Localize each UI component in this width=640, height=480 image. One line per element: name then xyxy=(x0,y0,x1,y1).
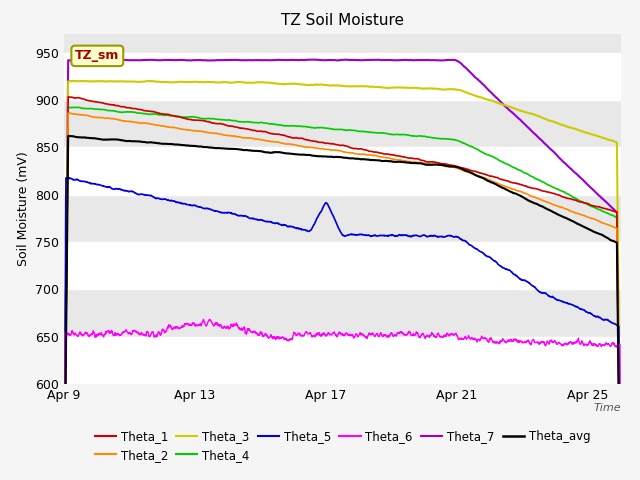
Line: Theta_5: Theta_5 xyxy=(64,178,621,480)
Theta_2 xyxy=(65,110,73,116)
Theta_avg xyxy=(65,133,73,139)
Title: TZ Soil Moisture: TZ Soil Moisture xyxy=(281,13,404,28)
Theta_6 xyxy=(499,336,506,341)
Theta_6 xyxy=(88,331,96,337)
Theta_2 xyxy=(316,146,324,152)
Theta_7 xyxy=(308,57,316,62)
Line: Theta_4: Theta_4 xyxy=(64,107,621,480)
Theta_3 xyxy=(70,78,78,84)
Theta_2 xyxy=(601,221,609,227)
Theta_7 xyxy=(499,101,506,107)
Theta_4 xyxy=(65,104,72,110)
Theta_4 xyxy=(89,106,97,112)
Theta_5 xyxy=(62,175,70,181)
Theta_avg xyxy=(331,154,339,160)
Theta_1 xyxy=(89,98,97,104)
Theta_3 xyxy=(601,135,609,141)
Theta_3 xyxy=(601,136,609,142)
Theta_7 xyxy=(601,198,609,204)
Line: Theta_3: Theta_3 xyxy=(64,81,621,480)
Theta_4 xyxy=(316,125,324,131)
Line: Theta_avg: Theta_avg xyxy=(64,136,621,480)
Theta_1 xyxy=(601,205,609,211)
Theta_5 xyxy=(316,209,324,215)
Theta_2 xyxy=(601,221,609,227)
Theta_5 xyxy=(601,317,609,323)
Theta_7 xyxy=(601,198,609,204)
Theta_5 xyxy=(89,180,97,186)
Theta_avg xyxy=(601,234,609,240)
Theta_6 xyxy=(331,331,339,337)
Legend: Theta_1, Theta_2, Theta_3, Theta_4, Theta_5, Theta_6, Theta_7, Theta_avg: Theta_1, Theta_2, Theta_3, Theta_4, Thet… xyxy=(90,425,595,466)
Theta_1 xyxy=(499,177,506,182)
Theta_5 xyxy=(601,317,609,323)
Theta_avg xyxy=(601,234,609,240)
Theta_6 xyxy=(601,342,609,348)
Theta_7 xyxy=(316,57,324,63)
Theta_6 xyxy=(205,316,213,322)
Bar xyxy=(64,242,621,289)
Bar xyxy=(64,147,621,194)
Theta_5 xyxy=(499,265,506,271)
Theta_avg xyxy=(89,135,97,141)
Theta_4 xyxy=(601,209,609,215)
Theta_4 xyxy=(499,159,506,165)
Theta_3 xyxy=(89,78,97,84)
Theta_6 xyxy=(316,332,324,337)
Line: Theta_7: Theta_7 xyxy=(64,60,621,480)
Theta_7 xyxy=(88,57,96,63)
Bar xyxy=(64,336,621,384)
Theta_7 xyxy=(331,57,339,63)
Theta_1 xyxy=(65,94,72,100)
Theta_1 xyxy=(331,141,339,147)
Theta_2 xyxy=(499,183,506,189)
Theta_3 xyxy=(331,83,339,88)
Theta_avg xyxy=(316,154,324,159)
Theta_3 xyxy=(499,102,506,108)
Theta_1 xyxy=(316,140,324,145)
Line: Theta_1: Theta_1 xyxy=(64,97,621,480)
Theta_1 xyxy=(601,206,609,212)
Theta_5 xyxy=(331,217,339,223)
Text: TZ_sm: TZ_sm xyxy=(75,49,120,62)
Line: Theta_6: Theta_6 xyxy=(64,319,621,480)
Theta_6 xyxy=(601,342,609,348)
Bar xyxy=(64,52,621,100)
Theta_2 xyxy=(89,114,97,120)
Theta_avg xyxy=(499,185,506,191)
Text: Time: Time xyxy=(593,403,621,413)
Y-axis label: Soil Moisture (mV): Soil Moisture (mV) xyxy=(17,151,29,266)
Theta_4 xyxy=(601,209,609,215)
Theta_4 xyxy=(331,127,339,132)
Line: Theta_2: Theta_2 xyxy=(64,113,621,480)
Theta_3 xyxy=(316,82,324,87)
Theta_2 xyxy=(331,147,339,153)
